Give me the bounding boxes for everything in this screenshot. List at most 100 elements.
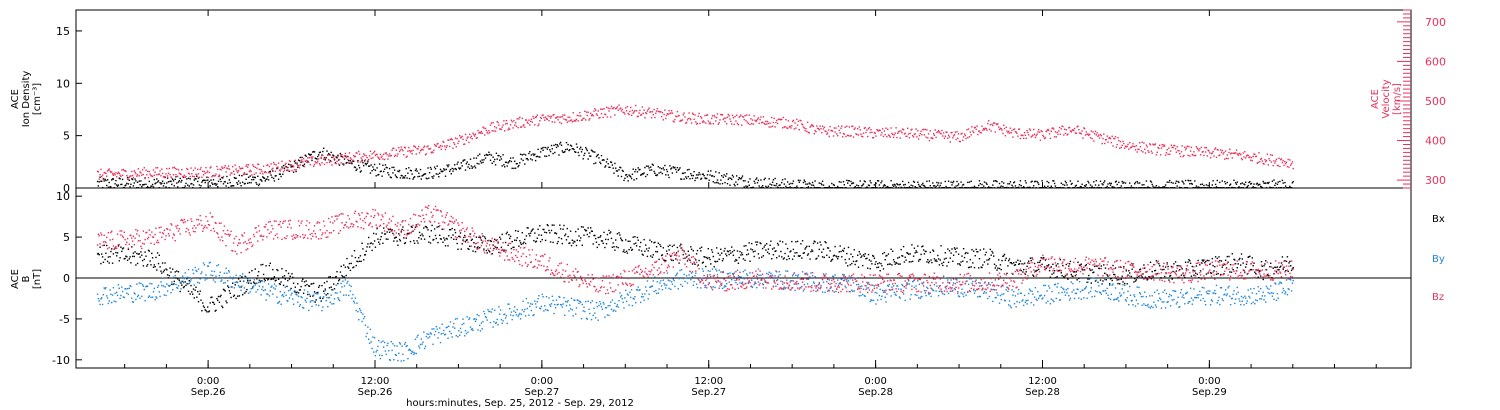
density-point — [1139, 182, 1141, 184]
bx-point — [878, 262, 881, 264]
bx-point — [993, 263, 996, 265]
velocity-point — [345, 156, 347, 159]
density-point — [888, 187, 891, 189]
density-point — [799, 179, 801, 182]
bx-point — [453, 238, 455, 240]
bx-point — [672, 259, 674, 262]
by-point — [177, 287, 179, 289]
density-point — [731, 178, 733, 181]
density-point — [217, 186, 219, 188]
by-point — [486, 319, 488, 321]
density-point — [692, 174, 694, 177]
density-point — [1096, 187, 1098, 189]
bx-point — [159, 266, 161, 268]
bx-point — [826, 254, 828, 256]
bx-point — [1177, 276, 1179, 279]
density-point — [256, 183, 258, 185]
bx-point — [216, 297, 218, 300]
velocity-point — [232, 165, 234, 168]
velocity-point — [844, 126, 846, 128]
bx-point — [1224, 259, 1227, 261]
velocity-point — [130, 175, 132, 177]
density-point — [562, 151, 564, 154]
bx-point — [1005, 257, 1007, 259]
velocity-point — [241, 167, 243, 169]
by-point — [294, 290, 296, 293]
velocity-point — [538, 123, 540, 125]
density-point — [741, 175, 744, 177]
density-point — [700, 177, 703, 180]
velocity-point — [428, 148, 430, 150]
velocity-point — [579, 111, 581, 114]
by-point — [406, 345, 408, 347]
bx-point — [1247, 256, 1249, 258]
bx-point — [808, 245, 810, 248]
by-point — [295, 293, 297, 296]
bx-point — [1275, 270, 1278, 273]
density-point — [1220, 187, 1223, 189]
density-point — [1240, 183, 1242, 185]
x-tick-date-0: Sep.26 — [191, 387, 226, 398]
bx-point — [440, 238, 442, 240]
bx-point — [195, 286, 197, 288]
bx-point — [1084, 265, 1087, 267]
density-point — [1086, 187, 1088, 189]
by-point — [426, 333, 428, 335]
density-point — [1058, 187, 1060, 189]
density-point — [1228, 187, 1230, 189]
bx-point — [567, 235, 569, 238]
velocity-point — [615, 107, 618, 109]
velocity-point — [1109, 136, 1111, 139]
velocity-point — [654, 116, 656, 119]
velocity-point — [1280, 159, 1282, 161]
bx-point — [432, 239, 434, 241]
velocity-point — [736, 122, 739, 125]
density-point — [687, 175, 689, 178]
bx-point — [818, 248, 820, 251]
bx-point — [883, 251, 886, 254]
velocity-point — [242, 173, 245, 176]
velocity-point — [1104, 139, 1107, 141]
velocity-point — [1269, 159, 1271, 162]
bx-point — [667, 245, 669, 248]
by-point — [415, 352, 417, 355]
density-point — [397, 170, 399, 172]
bx-point — [544, 231, 546, 233]
density-point — [771, 184, 773, 186]
velocity-point — [521, 117, 523, 120]
bx-point — [254, 268, 256, 270]
density-point — [791, 182, 794, 185]
by-point — [496, 318, 498, 321]
by-point — [511, 318, 513, 321]
by-point — [460, 331, 462, 333]
bx-point — [509, 235, 512, 238]
density-point — [1008, 187, 1010, 189]
velocity-point — [887, 134, 890, 136]
density-point — [512, 157, 514, 159]
density-point — [258, 183, 261, 185]
bx-point — [1087, 278, 1089, 280]
bx-point — [754, 250, 756, 252]
density-point — [744, 180, 746, 182]
density-point — [1134, 181, 1137, 184]
bx-point — [659, 243, 661, 246]
by-point — [265, 299, 267, 301]
density-point — [598, 157, 600, 159]
density-point — [900, 186, 902, 188]
bx-point — [407, 232, 409, 235]
velocity-point — [927, 137, 929, 139]
bx-point — [108, 262, 110, 264]
bx-point — [353, 250, 356, 252]
density-point — [1059, 186, 1062, 189]
density-point — [914, 186, 916, 188]
velocity-point — [1043, 135, 1045, 138]
bx-point — [521, 232, 523, 234]
bx-point — [111, 262, 114, 264]
density-point — [145, 183, 147, 185]
bx-point — [727, 250, 729, 253]
density-point — [930, 187, 932, 189]
bx-point — [447, 245, 449, 247]
velocity-point — [761, 122, 763, 124]
bx-point — [402, 226, 404, 228]
velocity-point — [471, 138, 473, 140]
